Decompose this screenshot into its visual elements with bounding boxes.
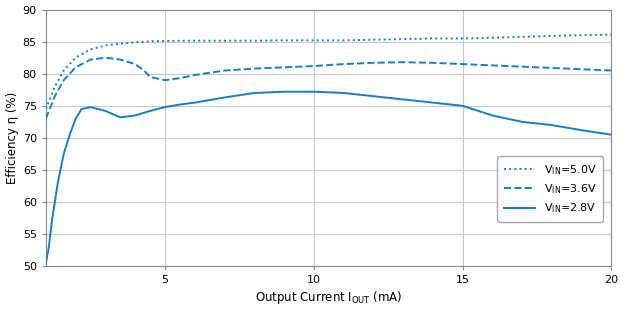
X-axis label: Output Current I$_\mathregular{OUT}$ (mA): Output Current I$_\mathregular{OUT}$ (mA… (255, 290, 402, 306)
Y-axis label: Efficiency η (%): Efficiency η (%) (6, 92, 19, 184)
Legend: V$_\mathregular{IN}$=5.0V, V$_\mathregular{IN}$=3.6V, V$_\mathregular{IN}$=2.8V: V$_\mathregular{IN}$=5.0V, V$_\mathregul… (497, 156, 603, 222)
